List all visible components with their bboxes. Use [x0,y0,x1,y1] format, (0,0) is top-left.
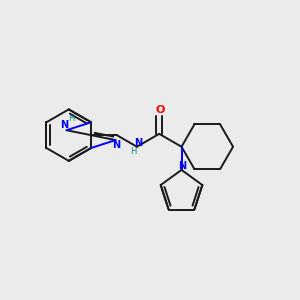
Text: H: H [130,147,136,156]
Text: N: N [112,140,120,150]
Text: H: H [68,114,75,123]
Text: N: N [61,120,69,130]
Text: N: N [178,161,187,171]
Text: O: O [155,105,165,115]
Text: N: N [134,138,142,148]
